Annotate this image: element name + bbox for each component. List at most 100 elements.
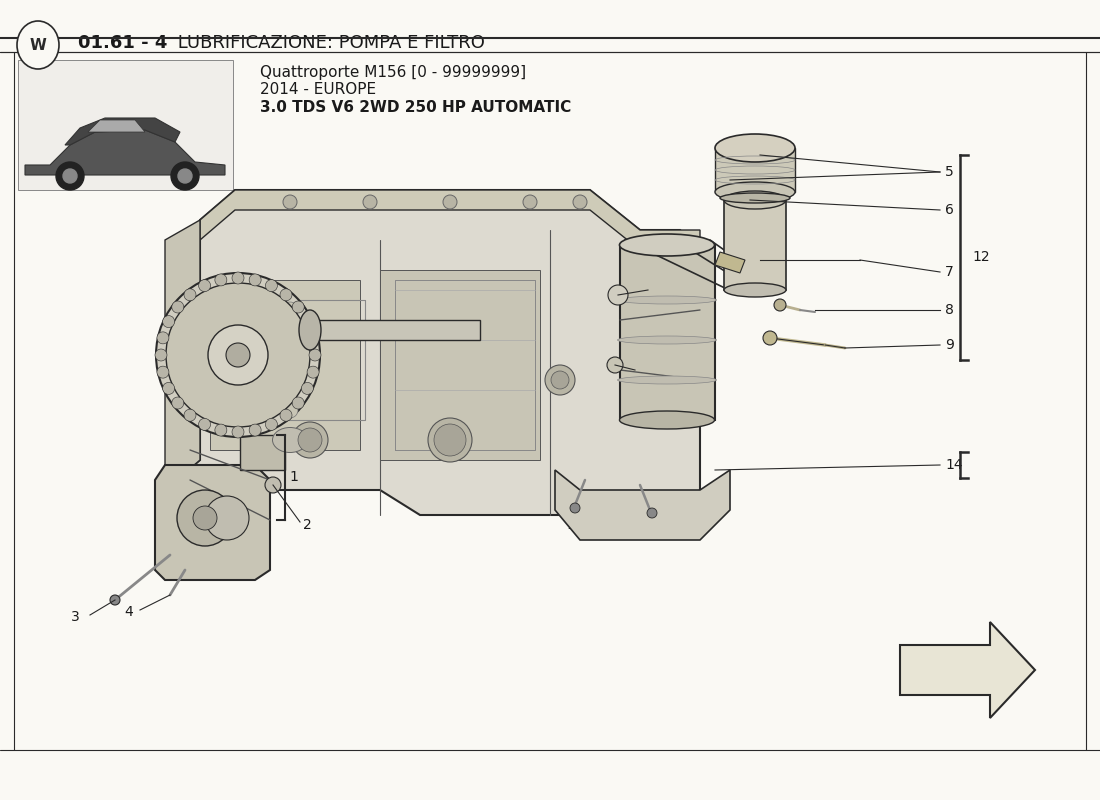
Circle shape xyxy=(544,365,575,395)
Circle shape xyxy=(63,169,77,183)
Text: 11: 11 xyxy=(638,366,653,378)
Ellipse shape xyxy=(617,336,716,344)
Polygon shape xyxy=(165,190,700,515)
Circle shape xyxy=(282,342,298,358)
Circle shape xyxy=(156,273,320,437)
Circle shape xyxy=(110,595,120,605)
Circle shape xyxy=(199,280,210,292)
Circle shape xyxy=(301,382,314,394)
Circle shape xyxy=(551,371,569,389)
Ellipse shape xyxy=(619,411,715,429)
Polygon shape xyxy=(165,220,200,490)
Text: 13: 13 xyxy=(646,521,663,535)
Ellipse shape xyxy=(273,427,308,453)
Text: 2014 - EUROPE: 2014 - EUROPE xyxy=(260,82,376,98)
Polygon shape xyxy=(200,190,700,250)
Circle shape xyxy=(184,289,196,301)
Ellipse shape xyxy=(715,134,795,162)
Text: LUBRIFICAZIONE: POMPA E FILTRO: LUBRIFICAZIONE: POMPA E FILTRO xyxy=(172,34,485,52)
Text: Quattroporte M156 [0 - 99999999]: Quattroporte M156 [0 - 99999999] xyxy=(260,65,526,79)
Circle shape xyxy=(434,424,466,456)
Circle shape xyxy=(157,366,169,378)
Text: 4: 4 xyxy=(124,605,133,619)
Ellipse shape xyxy=(720,193,790,203)
Text: 6: 6 xyxy=(945,203,954,217)
Polygon shape xyxy=(25,130,226,175)
Circle shape xyxy=(280,410,292,422)
Circle shape xyxy=(184,410,196,422)
Circle shape xyxy=(301,315,314,327)
Text: 7: 7 xyxy=(945,265,954,279)
Circle shape xyxy=(249,274,261,286)
Text: 14: 14 xyxy=(945,458,962,472)
Ellipse shape xyxy=(724,191,786,209)
Text: W: W xyxy=(30,38,46,53)
Ellipse shape xyxy=(16,21,59,69)
Circle shape xyxy=(647,508,657,518)
Circle shape xyxy=(226,343,250,367)
Circle shape xyxy=(763,331,777,345)
Circle shape xyxy=(172,397,184,409)
Text: 5: 5 xyxy=(945,165,954,179)
Text: 1: 1 xyxy=(289,470,298,484)
Circle shape xyxy=(309,349,321,361)
Circle shape xyxy=(280,289,292,301)
Ellipse shape xyxy=(724,283,786,297)
Circle shape xyxy=(774,299,786,311)
Text: 10: 10 xyxy=(652,283,668,297)
Circle shape xyxy=(265,477,280,493)
Circle shape xyxy=(155,349,167,361)
Ellipse shape xyxy=(617,296,716,304)
Circle shape xyxy=(249,424,261,436)
Circle shape xyxy=(178,169,192,183)
Polygon shape xyxy=(620,245,715,420)
Text: 2: 2 xyxy=(302,518,311,532)
Circle shape xyxy=(522,195,537,209)
Circle shape xyxy=(293,301,305,313)
Circle shape xyxy=(570,503,580,513)
Circle shape xyxy=(608,285,628,305)
Circle shape xyxy=(298,428,322,452)
Polygon shape xyxy=(155,465,270,580)
Ellipse shape xyxy=(617,376,716,384)
Ellipse shape xyxy=(715,182,795,202)
Circle shape xyxy=(292,422,328,458)
Polygon shape xyxy=(379,270,540,460)
Circle shape xyxy=(163,315,175,327)
Text: 8: 8 xyxy=(945,303,954,317)
Polygon shape xyxy=(556,470,730,540)
Circle shape xyxy=(166,283,310,427)
Circle shape xyxy=(573,195,587,209)
Circle shape xyxy=(214,424,227,436)
Polygon shape xyxy=(240,435,285,470)
Circle shape xyxy=(282,362,298,378)
Circle shape xyxy=(283,195,297,209)
Polygon shape xyxy=(310,320,480,340)
Polygon shape xyxy=(715,252,745,273)
Ellipse shape xyxy=(299,310,321,350)
Circle shape xyxy=(293,397,305,409)
Circle shape xyxy=(282,302,298,318)
Text: 3.0 TDS V6 2WD 250 HP AUTOMATIC: 3.0 TDS V6 2WD 250 HP AUTOMATIC xyxy=(260,101,571,115)
Circle shape xyxy=(208,325,268,385)
Text: 3: 3 xyxy=(72,610,80,624)
Circle shape xyxy=(199,418,210,430)
Circle shape xyxy=(265,280,277,292)
Text: 11: 11 xyxy=(566,518,584,532)
Circle shape xyxy=(56,162,84,190)
Bar xyxy=(18,60,233,190)
Circle shape xyxy=(282,322,298,338)
Circle shape xyxy=(205,496,249,540)
Polygon shape xyxy=(88,120,145,132)
Polygon shape xyxy=(715,148,795,192)
Circle shape xyxy=(157,332,169,344)
Ellipse shape xyxy=(619,234,715,256)
Circle shape xyxy=(214,274,227,286)
Circle shape xyxy=(177,490,233,546)
Circle shape xyxy=(282,382,298,398)
Circle shape xyxy=(443,195,456,209)
Circle shape xyxy=(307,332,319,344)
Circle shape xyxy=(163,382,175,394)
Circle shape xyxy=(170,162,199,190)
Polygon shape xyxy=(65,118,180,145)
